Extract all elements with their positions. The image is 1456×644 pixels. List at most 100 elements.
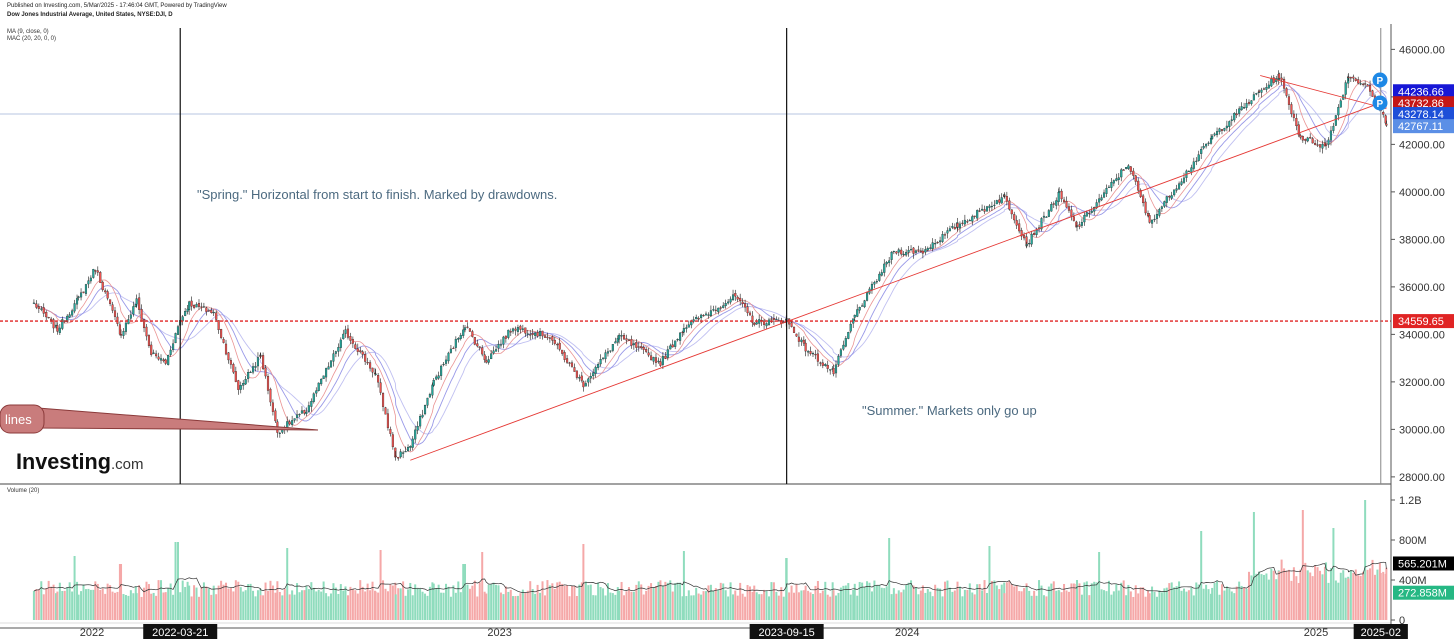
candle bbox=[978, 210, 981, 212]
volume-bar bbox=[978, 584, 981, 620]
candle bbox=[174, 333, 177, 344]
candle bbox=[1225, 125, 1228, 129]
time-label: 2025 bbox=[1304, 627, 1328, 639]
candle bbox=[397, 456, 400, 459]
volume-bar bbox=[709, 584, 712, 620]
volume-bar bbox=[339, 584, 342, 620]
volume-bar bbox=[152, 592, 155, 620]
volume-bar bbox=[374, 591, 377, 620]
volume-bar bbox=[288, 594, 291, 620]
candle bbox=[329, 360, 333, 368]
volume-bar bbox=[298, 592, 301, 620]
volume-bar bbox=[573, 585, 576, 620]
candle bbox=[905, 251, 908, 256]
candle bbox=[1309, 137, 1312, 139]
volume-bar bbox=[946, 580, 949, 620]
mac-indicator-label[interactable]: MAC (20, 20, 0, 0) bbox=[7, 36, 57, 42]
volume-bar bbox=[1129, 591, 1132, 620]
volume-bar bbox=[1283, 568, 1286, 620]
volume-bar bbox=[1195, 582, 1198, 620]
volume-bar bbox=[637, 581, 640, 620]
volume-bar bbox=[1175, 586, 1178, 620]
volume-bar bbox=[941, 596, 944, 620]
volume-bar bbox=[252, 590, 255, 620]
candle bbox=[200, 306, 203, 308]
candle bbox=[106, 291, 109, 299]
volume-bar bbox=[305, 585, 308, 620]
candle bbox=[212, 312, 215, 314]
candle bbox=[1255, 93, 1258, 95]
volume-bar bbox=[419, 588, 422, 620]
volume-bar bbox=[1185, 591, 1188, 620]
candle bbox=[274, 410, 277, 422]
candle bbox=[407, 446, 410, 452]
ma-indicator-label[interactable]: MA (9, close, 0) bbox=[7, 29, 49, 35]
volume-bar bbox=[744, 596, 747, 620]
candle bbox=[195, 304, 198, 308]
candle bbox=[244, 379, 247, 385]
candle bbox=[1382, 111, 1385, 115]
candle bbox=[1005, 196, 1008, 202]
candle bbox=[462, 329, 465, 336]
candle bbox=[888, 260, 891, 263]
volume-bar bbox=[162, 592, 165, 620]
volume-bar bbox=[604, 595, 607, 620]
candle bbox=[138, 297, 141, 310]
annotation-box[interactable]: lines bbox=[0, 404, 319, 434]
candle bbox=[220, 329, 223, 338]
volume-bar bbox=[483, 591, 486, 620]
volume-bar bbox=[936, 587, 939, 620]
volume-bar bbox=[485, 593, 488, 620]
candle bbox=[539, 331, 542, 336]
candle bbox=[614, 341, 617, 344]
volume-bar bbox=[1285, 570, 1288, 620]
candle bbox=[998, 199, 1001, 203]
volume-bar bbox=[80, 591, 83, 620]
volume-indicator-label[interactable]: Volume (20) bbox=[7, 488, 40, 494]
candle bbox=[1267, 84, 1270, 89]
volume-value-label-1-bg bbox=[1393, 556, 1454, 571]
volume-bar bbox=[849, 594, 852, 620]
logo-suffix: .com bbox=[111, 456, 144, 473]
volume-bar bbox=[1045, 596, 1048, 620]
candle bbox=[234, 371, 237, 382]
candle bbox=[307, 405, 310, 412]
candle bbox=[1283, 78, 1286, 89]
volume-bar bbox=[447, 586, 450, 620]
candle bbox=[35, 303, 38, 308]
candle bbox=[1093, 206, 1096, 212]
volume-bar bbox=[582, 544, 585, 620]
volume-bar bbox=[150, 593, 153, 620]
candle bbox=[536, 332, 539, 337]
volume-bar bbox=[594, 595, 597, 620]
candle bbox=[1200, 149, 1203, 154]
candle bbox=[541, 330, 544, 337]
candle bbox=[262, 355, 265, 370]
volume-bar bbox=[244, 590, 247, 620]
volume-bar bbox=[616, 587, 619, 620]
candle bbox=[790, 322, 793, 327]
candle bbox=[1252, 94, 1255, 101]
volume-bar bbox=[437, 584, 440, 620]
candle bbox=[52, 319, 55, 329]
candle bbox=[1211, 135, 1214, 139]
volume-bar bbox=[519, 593, 522, 620]
candle bbox=[298, 413, 301, 416]
candle bbox=[197, 303, 201, 307]
candle bbox=[637, 346, 640, 348]
volume-bar bbox=[174, 542, 177, 620]
candle bbox=[652, 357, 655, 362]
volume-bar bbox=[1151, 586, 1154, 620]
candle bbox=[386, 413, 389, 429]
candle bbox=[1311, 138, 1314, 144]
candle bbox=[514, 328, 517, 331]
candle bbox=[61, 319, 64, 329]
candle bbox=[1045, 216, 1048, 218]
volume-bar bbox=[568, 596, 571, 620]
volume-bar bbox=[990, 580, 993, 620]
candle bbox=[1078, 224, 1081, 227]
candle bbox=[224, 343, 228, 355]
candle bbox=[866, 292, 869, 301]
volume-bar bbox=[1190, 587, 1193, 620]
